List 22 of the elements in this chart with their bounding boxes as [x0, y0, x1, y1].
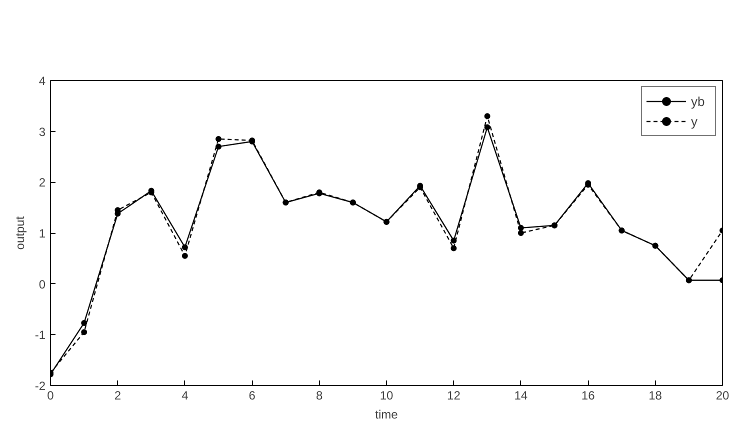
x-tick-label: 16: [581, 388, 596, 402]
x-tick-label: 8: [316, 388, 323, 402]
x-tick-label: 12: [447, 388, 461, 402]
y-axis-title: output: [12, 216, 27, 250]
x-tick-label: 20: [716, 388, 730, 402]
y-tick-label: 1: [38, 226, 46, 240]
legend-label: y: [691, 114, 698, 128]
x-tick-label: 6: [248, 388, 256, 402]
y-tick-label: 3: [38, 124, 46, 139]
x-tick-label: 14: [514, 388, 528, 402]
x-tick-label: 2: [114, 388, 122, 402]
x-axis-title: time: [375, 408, 398, 422]
y-tick-label: 4: [38, 74, 46, 88]
y-tick-label: 2: [38, 176, 46, 190]
x-tick-label: 0: [47, 388, 54, 402]
x-tick-label: 10: [380, 388, 394, 402]
legend-label: yb: [691, 94, 706, 108]
y-tick-label: -1: [34, 328, 46, 342]
y-tick-label: -2: [34, 379, 46, 393]
y-tick-label: 0: [38, 277, 46, 292]
x-tick-label: 18: [648, 388, 662, 402]
x-tick-label: 4: [182, 388, 189, 402]
